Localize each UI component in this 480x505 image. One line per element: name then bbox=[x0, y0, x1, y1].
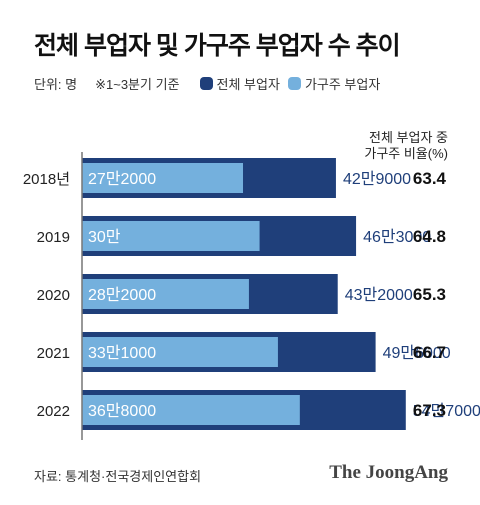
bar-head-label: 33만1000 bbox=[88, 344, 156, 362]
bar-head-label: 27만2000 bbox=[88, 170, 156, 188]
bar-head-label: 30만 bbox=[88, 228, 121, 246]
ratio-value: 64.8 bbox=[413, 227, 446, 246]
source-note: 자료: 통계청·전국경제인연합회 bbox=[34, 469, 202, 484]
legend-label-total: 전체 부업자 bbox=[216, 76, 280, 92]
bar-total-label: 49만6000 bbox=[383, 344, 451, 362]
bar-head bbox=[82, 337, 278, 367]
ratio-value: 63.4 bbox=[413, 169, 447, 188]
publisher-logo: The JoongAng bbox=[329, 462, 448, 483]
ratio-header: 전체 부업자 중 가구주 비율(%) bbox=[364, 130, 448, 162]
ratio-value: 65.3 bbox=[413, 285, 446, 304]
bar-head-label: 36만8000 bbox=[88, 402, 156, 420]
ratio-value: 67.3 bbox=[413, 401, 446, 420]
bar-total-label: 46만3000 bbox=[363, 228, 431, 246]
unit-note: 단위: 명 bbox=[34, 76, 78, 92]
legend: 단위: 명 ※1~3분기 기준 전체 부업자 가구주 부업자 bbox=[34, 72, 388, 94]
ratio-header-line-1: 전체 부업자 중 bbox=[369, 130, 448, 145]
bar-head bbox=[82, 279, 249, 309]
category-label: 2019 bbox=[37, 229, 70, 246]
bar-total-label: 42만9000 bbox=[343, 170, 411, 188]
category-label: 2018년 bbox=[23, 171, 70, 188]
chart-title: 전체 부업자 및 가구주 부업자 수 추이 bbox=[34, 32, 401, 60]
category-label: 2020 bbox=[37, 287, 70, 304]
legend-swatch-total bbox=[199, 76, 213, 90]
category-label: 2021 bbox=[37, 345, 70, 362]
legend-label-head: 가구주 부업자 bbox=[304, 76, 381, 92]
bar-head-label: 28만2000 bbox=[88, 286, 156, 304]
bar-total-label: 43만2000 bbox=[345, 286, 413, 304]
bar-head bbox=[82, 395, 300, 425]
bar-head bbox=[82, 163, 244, 193]
ratio-header-line-2: 가구주 비율(%) bbox=[364, 146, 448, 161]
period-note: ※1~3분기 기준 bbox=[95, 76, 180, 92]
bar-total-label: 54만7000 bbox=[413, 402, 480, 420]
bar-head bbox=[82, 221, 260, 251]
legend-swatch-head bbox=[287, 76, 301, 90]
ratio-value: 66.7 bbox=[413, 343, 446, 362]
category-label: 2022 bbox=[37, 403, 70, 420]
